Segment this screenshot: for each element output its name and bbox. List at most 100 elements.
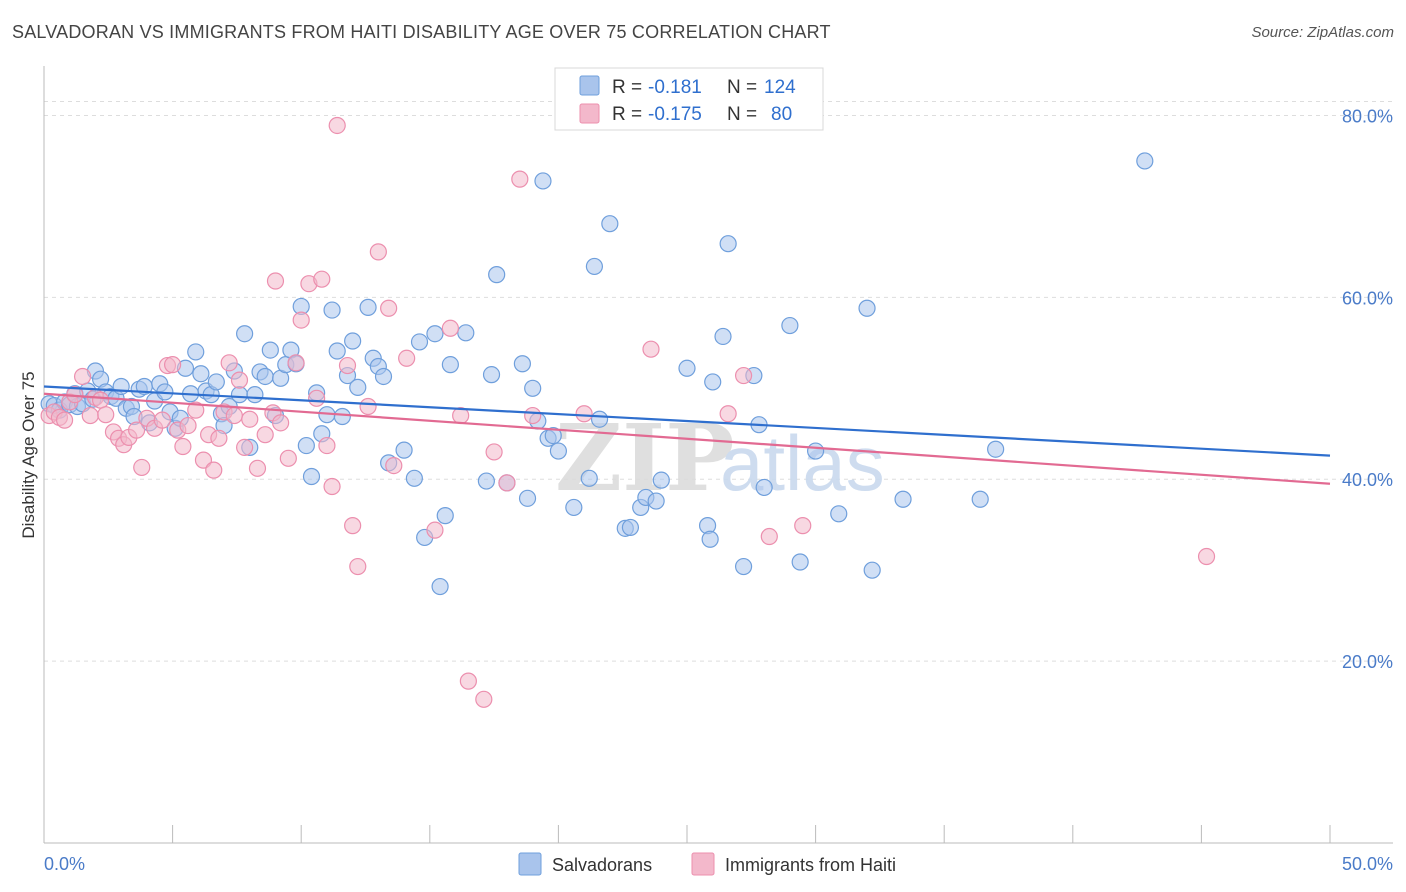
point-haiti-45 — [308, 389, 326, 407]
point-haiti-37 — [256, 426, 274, 444]
legend-r-label-2: R = — [612, 104, 642, 125]
point-haiti-25 — [187, 401, 205, 419]
point-haiti-46 — [313, 270, 331, 288]
point-salvadorans-61 — [344, 332, 362, 350]
point-haiti-52 — [349, 557, 367, 576]
point-salvadorans-74 — [436, 507, 454, 525]
point-salvadorans-92 — [590, 410, 609, 428]
point-haiti-7 — [81, 406, 99, 425]
y-tick-label-3: 80.0% — [1342, 106, 1393, 126]
point-haiti-23 — [174, 437, 192, 456]
point-haiti-69 — [719, 405, 737, 423]
point-haiti-43 — [292, 311, 310, 329]
point-salvadorans-31 — [192, 365, 210, 383]
point-haiti-19 — [153, 411, 171, 429]
point-salvadorans-119 — [1136, 152, 1154, 170]
legend-swatch-haiti — [579, 103, 600, 124]
tick-labels: 20.0% 40.0% 60.0% 80.0% 0.0% 50.0% — [44, 106, 1393, 874]
x-tick-label-1: 50.0% — [1342, 854, 1393, 874]
point-salvadorans-95 — [621, 518, 640, 537]
point-haiti-73 — [1197, 547, 1216, 566]
point-haiti-72 — [794, 517, 812, 535]
point-salvadorans-68 — [395, 441, 413, 459]
point-salvadorans-45 — [261, 341, 279, 359]
legend-swatch-salvadorans — [579, 75, 600, 96]
point-salvadorans-72 — [426, 325, 444, 343]
point-salvadorans-62 — [349, 378, 367, 396]
point-salvadorans-83 — [524, 379, 542, 397]
y-axis-title: Disability Age Over 75 — [19, 371, 38, 538]
x-tick-label-0: 0.0% — [44, 854, 85, 874]
point-salvadorans-89 — [565, 498, 583, 517]
point-haiti-71 — [760, 527, 778, 546]
point-salvadorans-111 — [791, 553, 809, 571]
point-salvadorans-93 — [601, 215, 619, 233]
point-salvadorans-99 — [652, 471, 670, 489]
point-haiti-34 — [236, 438, 254, 457]
point-salvadorans-30 — [187, 343, 205, 361]
point-haiti-29 — [210, 429, 228, 447]
legend: R = -0.181 N = 124 R = -0.175 N = 80 — [554, 67, 824, 131]
y-tick-label-0: 20.0% — [1342, 652, 1393, 672]
point-salvadorans-81 — [513, 355, 531, 373]
point-haiti-26 — [194, 451, 213, 469]
point-salvadorans-112 — [806, 442, 825, 460]
point-haiti-54 — [369, 243, 387, 261]
point-haiti-58 — [426, 521, 444, 539]
point-salvadorans-88 — [549, 442, 568, 460]
point-salvadorans-77 — [477, 472, 495, 490]
point-salvadorans-114 — [858, 299, 876, 317]
point-haiti-59 — [441, 319, 459, 337]
point-haiti-64 — [498, 474, 516, 492]
point-haiti-41 — [279, 449, 297, 467]
legend-r-value-1: -0.181 — [648, 77, 702, 98]
point-haiti-70 — [734, 366, 753, 385]
point-salvadorans-78 — [482, 366, 501, 384]
bottom-legend-swatch-haiti — [691, 852, 715, 876]
point-salvadorans-73 — [431, 577, 449, 596]
point-salvadorans-117 — [971, 490, 989, 508]
point-salvadorans-85 — [534, 172, 552, 190]
point-salvadorans-91 — [585, 257, 604, 276]
point-salvadorans-34 — [207, 373, 225, 391]
point-salvadorans-70 — [410, 333, 429, 351]
point-haiti-10 — [97, 406, 115, 424]
point-salvadorans-90 — [580, 469, 598, 487]
point-salvadorans-42 — [246, 386, 264, 404]
point-haiti-65 — [511, 170, 529, 188]
point-haiti-3 — [55, 411, 74, 429]
point-salvadorans-58 — [328, 342, 346, 360]
point-haiti-68 — [642, 340, 660, 358]
legend-r-label-1: R = — [612, 77, 642, 98]
source-label: Source: ZipAtlas.com — [1251, 24, 1394, 41]
point-salvadorans-103 — [704, 373, 722, 391]
point-salvadorans-53 — [302, 467, 321, 486]
point-salvadorans-63 — [359, 298, 377, 316]
point-salvadorans-40 — [236, 325, 254, 343]
point-haiti-61 — [459, 672, 477, 690]
point-haiti-24 — [179, 416, 197, 435]
trend-line-salvadorans — [43, 385, 1331, 457]
legend-n-value-2: 80 — [771, 104, 792, 125]
point-haiti-15 — [127, 421, 146, 439]
trend-line-haiti — [43, 392, 1331, 485]
chart-title: SALVADORAN VS IMMIGRANTS FROM HAITI DISA… — [12, 22, 831, 42]
point-salvadorans-102 — [701, 530, 719, 548]
point-salvadorans-82 — [518, 489, 537, 507]
point-haiti-62 — [475, 690, 493, 708]
y-tick-label-2: 60.0% — [1342, 288, 1393, 308]
point-haiti-57 — [398, 349, 416, 367]
point-salvadorans-59 — [333, 407, 351, 426]
point-haiti-50 — [338, 356, 357, 375]
point-haiti-63 — [485, 443, 503, 461]
point-haiti-40 — [272, 414, 290, 432]
point-haiti-51 — [344, 517, 362, 535]
y-tick-label-1: 40.0% — [1342, 470, 1393, 490]
point-haiti-56 — [385, 456, 403, 475]
legend-n-label-1: N = — [727, 77, 757, 98]
point-haiti-47 — [318, 436, 336, 455]
point-haiti-39 — [266, 272, 285, 290]
point-haiti-31 — [220, 354, 238, 372]
point-salvadorans-110 — [781, 316, 799, 335]
